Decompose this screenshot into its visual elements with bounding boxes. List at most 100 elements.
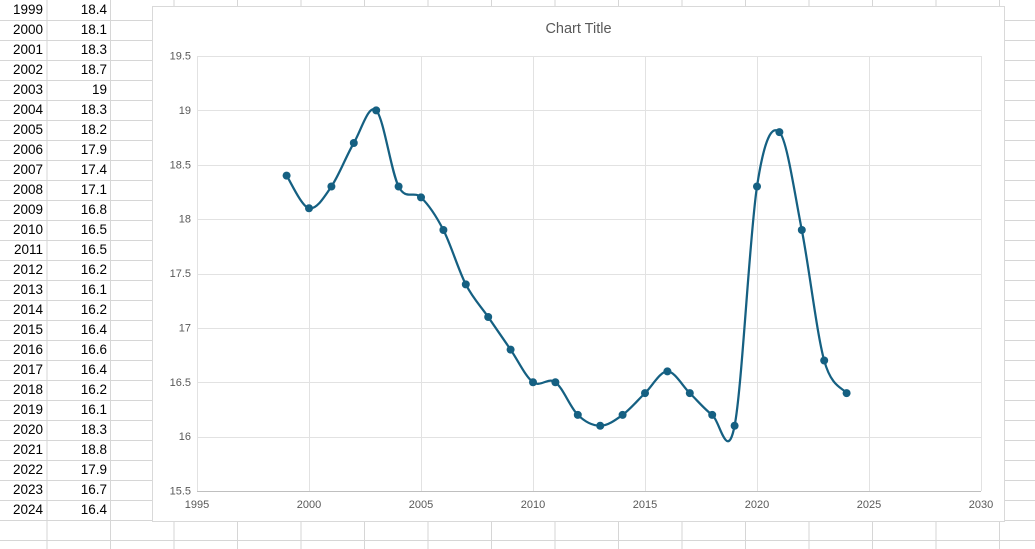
data-point-marker[interactable] <box>596 421 605 430</box>
y-axis-tick-label: 15.5 <box>170 486 191 498</box>
year-cell[interactable]: 2021 <box>12 442 43 457</box>
value-cell[interactable]: 18.1 <box>80 22 107 37</box>
data-point-marker[interactable] <box>394 182 403 191</box>
data-point-marker[interactable] <box>529 378 537 387</box>
year-cell[interactable]: 2009 <box>12 202 43 217</box>
value-cell[interactable]: 16.7 <box>80 482 107 497</box>
y-axis-tick-label: 18.5 <box>170 159 191 171</box>
year-cell[interactable]: 2006 <box>12 142 43 157</box>
series-line[interactable] <box>285 108 848 443</box>
year-cell[interactable]: 2010 <box>12 222 43 237</box>
sheet-row: 2024 16.4 <box>0 500 111 520</box>
y-axis-tick-label: 19.5 <box>170 51 191 63</box>
value-cell[interactable]: 18.4 <box>80 2 107 17</box>
y-axis-tick-label: 17 <box>179 322 191 334</box>
value-cell[interactable]: 16.4 <box>80 362 107 377</box>
y-axis-tick-label: 19 <box>179 105 191 117</box>
year-cell[interactable]: 2017 <box>12 362 43 377</box>
sheet-row: 2008 17.1 <box>0 180 111 200</box>
year-cell[interactable]: 2022 <box>12 462 43 477</box>
sheet-row: 2022 17.9 <box>0 460 111 480</box>
sheet-row: 2015 16.4 <box>0 320 111 340</box>
chart-title[interactable]: Chart Title <box>545 21 612 37</box>
sheet-row: 2002 18.7 <box>0 60 111 80</box>
chart-plot-area: 15.5 16 16.5 17 17.5 18 18.5 19 19.5 1995 2000 2005… <box>170 51 994 512</box>
value-cell[interactable]: 18.2 <box>80 122 107 137</box>
value-cell[interactable]: 16.1 <box>80 402 107 417</box>
value-cell[interactable]: 16.5 <box>80 242 107 257</box>
value-cell[interactable]: 16.4 <box>80 322 107 337</box>
sheet-row: 2021 18.8 <box>0 440 111 460</box>
data-point-marker[interactable] <box>305 204 313 213</box>
value-cell[interactable]: 18.7 <box>80 62 107 77</box>
year-cell[interactable]: 2000 <box>12 22 43 37</box>
value-cell[interactable]: 16.5 <box>80 222 107 237</box>
sheet-row: 2010 16.5 <box>0 220 111 240</box>
data-point-marker[interactable] <box>842 389 851 398</box>
data-point-marker[interactable] <box>484 313 493 321</box>
year-cell[interactable]: 1999 <box>12 2 43 17</box>
data-point-marker[interactable] <box>349 139 358 147</box>
data-point-marker[interactable] <box>573 410 582 419</box>
year-cell[interactable]: 2008 <box>12 182 43 197</box>
year-cell[interactable]: 2013 <box>12 282 43 297</box>
value-cell[interactable]: 17.9 <box>80 142 107 157</box>
x-axis-tick-label: 2015 <box>633 499 657 511</box>
embedded-chart[interactable]: Chart Title 15.5 16 16.5 17 17.5 18 18.5 19 19.5… <box>152 6 1005 522</box>
data-point-marker[interactable] <box>708 410 717 419</box>
year-cell[interactable]: 2007 <box>12 162 43 177</box>
data-point-marker[interactable] <box>730 421 739 430</box>
year-cell[interactable]: 2011 <box>13 242 43 257</box>
year-cell[interactable]: 2015 <box>12 322 43 337</box>
sheet-row: 2013 16.1 <box>0 280 111 300</box>
year-cell[interactable]: 2018 <box>12 382 43 397</box>
value-cell[interactable]: 16.1 <box>80 282 107 297</box>
value-cell[interactable]: 16.2 <box>80 382 107 397</box>
value-cell[interactable]: 18.3 <box>80 102 107 117</box>
value-cell[interactable]: 18.3 <box>80 422 107 437</box>
data-point-marker[interactable] <box>327 182 336 191</box>
value-cell[interactable]: 18.8 <box>80 442 107 457</box>
data-point-marker[interactable] <box>461 280 470 289</box>
data-point-marker[interactable] <box>663 367 672 376</box>
value-cell[interactable]: 17.4 <box>80 162 107 177</box>
year-cell[interactable]: 2014 <box>12 302 43 317</box>
year-cell[interactable]: 2024 <box>12 502 43 517</box>
data-point-marker[interactable] <box>506 345 515 354</box>
data-point-marker[interactable] <box>439 226 448 234</box>
data-point-marker[interactable] <box>775 128 784 137</box>
data-point-marker[interactable] <box>641 389 649 398</box>
year-cell[interactable]: 2012 <box>12 262 43 277</box>
value-cell[interactable]: 16.8 <box>80 202 107 217</box>
data-point-marker[interactable] <box>820 356 829 365</box>
value-cell[interactable]: 17.9 <box>80 462 107 477</box>
y-axis-tick-label: 16.5 <box>170 377 191 389</box>
data-point-marker[interactable] <box>372 106 381 115</box>
data-point-marker[interactable] <box>753 182 761 191</box>
value-cell[interactable]: 18.3 <box>80 42 107 57</box>
value-cell[interactable]: 16.2 <box>80 262 107 277</box>
sheet-row: 2023 16.7 <box>0 480 111 500</box>
year-cell[interactable]: 2001 <box>12 42 43 57</box>
value-cell[interactable]: 16.4 <box>80 502 107 517</box>
year-cell[interactable]: 2023 <box>12 482 43 497</box>
year-cell[interactable]: 2002 <box>12 62 43 77</box>
value-cell[interactable]: 19 <box>91 82 107 97</box>
value-cell[interactable]: 16.2 <box>80 302 107 317</box>
value-cell[interactable]: 16.6 <box>80 342 107 357</box>
data-point-marker[interactable] <box>797 226 806 234</box>
year-cell[interactable]: 2016 <box>12 342 43 357</box>
value-cell[interactable]: 17.1 <box>80 182 107 197</box>
year-cell[interactable]: 2019 <box>12 402 43 417</box>
data-point-marker[interactable] <box>618 410 627 419</box>
year-cell[interactable]: 2005 <box>12 122 43 137</box>
year-cell[interactable]: 2020 <box>12 422 43 437</box>
sheet-row: 2020 18.3 <box>0 420 111 440</box>
data-point-marker[interactable] <box>551 378 560 387</box>
year-cell[interactable]: 2004 <box>12 102 43 117</box>
data-point-marker[interactable] <box>685 389 694 398</box>
year-cell[interactable]: 2003 <box>12 82 43 97</box>
data-point-marker[interactable] <box>417 193 425 202</box>
sheet-row: 2004 18.3 <box>0 100 111 120</box>
data-point-marker[interactable] <box>282 171 291 180</box>
